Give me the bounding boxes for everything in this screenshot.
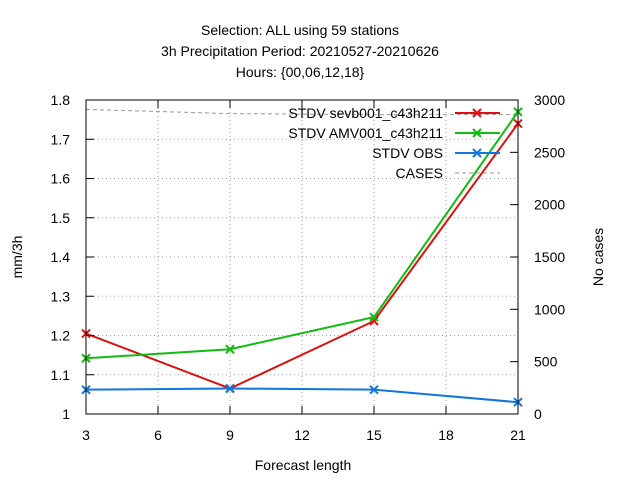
- x-axis-label: Forecast length: [255, 457, 352, 473]
- legend-label: STDV AMV001_c43h211: [288, 125, 443, 141]
- chart-title: Selection: ALL using 59 stations 3h Preci…: [161, 22, 439, 80]
- legend-marker: [472, 128, 482, 138]
- legend-entry: STDV OBS: [372, 145, 500, 161]
- y-tick-label: 1.2: [51, 328, 71, 344]
- y-tick-label: 1.3: [51, 288, 71, 304]
- y2-axis-label: No cases: [590, 228, 606, 286]
- title-line-1: Selection: ALL using 59 stations: [201, 22, 399, 38]
- title-line-3: Hours: {00,06,12,18}: [236, 64, 365, 80]
- series-line: [85, 108, 518, 116]
- y2-tick-label: 1500: [534, 249, 565, 265]
- y-tick-label: 1: [62, 406, 70, 422]
- x-tick-label: 15: [366, 427, 382, 443]
- legend-label: CASES: [396, 165, 443, 181]
- y2-tick-label: 2500: [534, 144, 565, 160]
- title-line-2: 3h Precipitation Period: 20210527-202106…: [161, 43, 439, 59]
- data-point: [369, 312, 379, 322]
- legend-marker: [472, 148, 482, 158]
- x-tick-label: 21: [510, 427, 526, 443]
- legend-marker: [472, 108, 482, 118]
- legend-label: STDV OBS: [372, 145, 443, 161]
- legend-entry: STDV sevb001_c43h211: [288, 105, 500, 121]
- series-line: [85, 387, 519, 404]
- legend-entry: CASES: [396, 165, 500, 181]
- y-axis-label: mm/3h: [9, 236, 25, 279]
- data-point: [369, 384, 379, 395]
- y-tick-label: 1.1: [51, 367, 71, 383]
- data-point: [225, 344, 235, 354]
- legend-label: STDV sevb001_c43h211: [288, 105, 443, 121]
- y-tick-label: 1.8: [51, 92, 71, 108]
- y-tick-label: 1.7: [51, 131, 71, 147]
- y-tick-label: 1.4: [51, 249, 71, 265]
- x-tick-label: 18: [438, 427, 454, 443]
- series-2: [81, 107, 523, 363]
- x-tick-label: 6: [154, 427, 162, 443]
- y-tick-label: 1.6: [51, 171, 71, 187]
- axis-ticks: 3 6 9 12 15 18 21 1 1.1 1.2 1.3 1.4 1.5 1.6 1.7 1.8 0 500…: [51, 92, 566, 443]
- series-line: [85, 111, 519, 360]
- y2-tick-label: 2000: [534, 197, 565, 213]
- x-tick-label: 3: [82, 427, 90, 443]
- x-tick-label: 12: [294, 427, 310, 443]
- y2-tick-label: 1000: [534, 301, 565, 317]
- data-point: [225, 383, 235, 394]
- y2-tick-label: 0: [534, 406, 542, 422]
- legend-entry: STDV AMV001_c43h211: [288, 125, 500, 141]
- series-3: [81, 383, 523, 407]
- series-4: [85, 108, 518, 116]
- x-tick-label: 9: [226, 427, 234, 443]
- y2-tick-label: 3000: [534, 92, 565, 108]
- y2-tick-label: 500: [534, 354, 558, 370]
- series-line: [85, 122, 519, 390]
- legend: STDV sevb001_c43h211 STDV AMV001_c43h211 S…: [288, 105, 500, 181]
- grid: [86, 100, 518, 414]
- y-tick-label: 1.5: [51, 210, 71, 226]
